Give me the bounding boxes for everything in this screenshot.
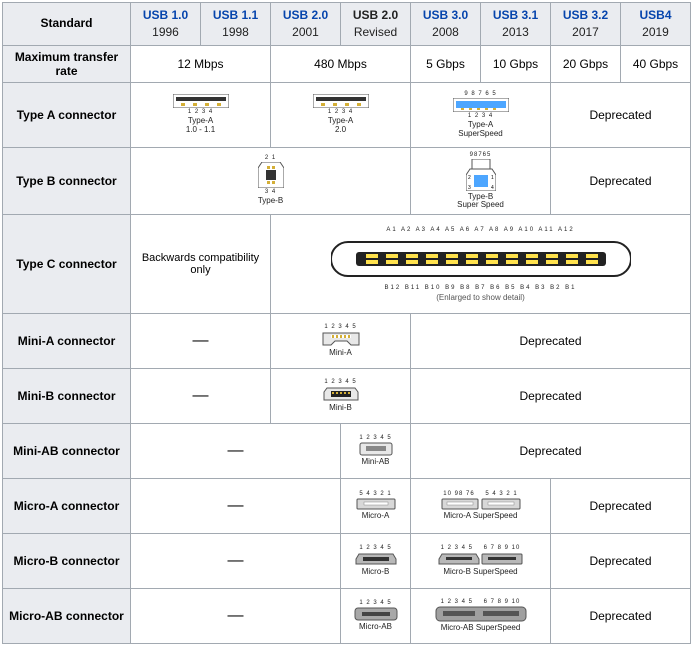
label-max-rate: Maximum transfer rate [3,45,131,82]
svg-text:2: 2 [468,175,471,181]
micro-ab-cell: 1 2 3 4 5 Micro-AB [341,589,411,644]
micro-a-cell: 5 4 3 2 1 Micro-A [341,479,411,534]
mini-b-deprecated: Deprecated [411,369,691,424]
type-a-ss-cell: 9 8 7 6 5 1 2 3 4 Type-ASuperSpeed [411,82,551,147]
mini-ab-cell: 1 2 3 4 5 Mini-AB [341,424,411,479]
rate-12mbps: 12 Mbps [131,45,271,82]
label-type-b: Type B connector [3,147,131,215]
micro-a-dash: — [131,479,341,534]
mini-b-cell: 1 2 3 4 5 Mini-B [271,369,411,424]
row-mini-a: Mini-A connector — 1 2 3 4 5 Mini-A Depr… [3,314,691,369]
header-usb32: USB 3.22017 [551,3,621,46]
label-micro-b: Micro-B connector [3,534,131,589]
header-usb30: USB 3.02008 [411,3,481,46]
rate-10gbps: 10 Gbps [481,45,551,82]
row-type-a: Type A connector 1 2 3 4 Type-A1.0 - 1.1… [3,82,691,147]
micro-a-ss-icon [441,498,521,510]
row-type-c: Type C connector Backwards compatibility… [3,215,691,314]
micro-ab-ss-icon [435,606,527,622]
type-a-20-cell: 1 2 3 4 Type-A2.0 [271,82,411,147]
label-micro-ab: Micro-AB connector [3,589,131,644]
header-usb31: USB 3.12013 [481,3,551,46]
mini-a-icon [321,331,361,347]
micro-b-dash: — [131,534,341,589]
mini-b-icon [322,386,360,402]
header-usb20r: USB 2.0Revised [341,3,411,46]
mini-a-cell: 1 2 3 4 5 Mini-A [271,314,411,369]
row-type-b: Type B connector 2 1 3 4 Type-B 98765 21… [3,147,691,215]
label-micro-a: Micro-A connector [3,479,131,534]
header-usb11: USB 1.11998 [201,3,271,46]
type-b-deprecated: Deprecated [551,147,691,215]
type-a-20-icon [313,94,369,108]
svg-text:3: 3 [468,185,471,191]
rate-20gbps: 20 Gbps [551,45,621,82]
header-standard: Standard [3,3,131,46]
header-usb10: USB 1.01996 [131,3,201,46]
micro-a-deprecated: Deprecated [551,479,691,534]
type-a-10-icon [173,94,229,108]
type-a-10-cell: 1 2 3 4 Type-A1.0 - 1.1 [131,82,271,147]
header-usb4: USB42019 [621,3,691,46]
micro-b-deprecated: Deprecated [551,534,691,589]
type-c-cell: A1 A2 A3 A4 A5 A6 A7 A8 A9 A10 A11 A12 B… [271,215,691,314]
label-mini-ab: Mini-AB connector [3,424,131,479]
usb-standards-table: Standard USB 1.01996 USB 1.11998 USB 2.0… [2,2,691,644]
mini-b-dash: — [131,369,271,424]
header-row: Standard USB 1.01996 USB 1.11998 USB 2.0… [3,3,691,46]
label-type-a: Type A connector [3,82,131,147]
mini-ab-deprecated: Deprecated [411,424,691,479]
type-b-ss-cell: 98765 2134 Type-BSuper Speed [411,147,551,215]
header-usb20: USB 2.02001 [271,3,341,46]
row-mini-ab: Mini-AB connector — 1 2 3 4 5 Mini-AB De… [3,424,691,479]
svg-text:4: 4 [491,185,494,191]
svg-text:1: 1 [491,175,494,181]
micro-b-ss-cell: 1 2 3 4 5 6 7 8 9 10 Micro-B SuperSpeed [411,534,551,589]
type-c-icon [331,234,631,284]
row-micro-a: Micro-A connector — 5 4 3 2 1 Micro-A 10… [3,479,691,534]
mini-ab-icon [359,442,393,456]
row-mini-b: Mini-B connector — 1 2 3 4 5 Mini-B Depr… [3,369,691,424]
micro-b-ss-icon [438,552,524,566]
micro-a-icon [356,498,396,510]
micro-a-ss-cell: 10 98 76 5 4 3 2 1 Micro-A SuperSpeed [411,479,551,534]
rate-480mbps: 480 Mbps [271,45,411,82]
micro-ab-icon [354,607,398,621]
mini-a-deprecated: Deprecated [411,314,691,369]
mini-a-dash: — [131,314,271,369]
type-c-backwards: Backwards compatibility only [131,215,271,314]
type-a-ss-icon [453,98,509,112]
label-type-c: Type C connector [3,215,131,314]
rate-5gbps: 5 Gbps [411,45,481,82]
type-b-cell: 2 1 3 4 Type-B [131,147,411,215]
row-max-rate: Maximum transfer rate 12 Mbps 480 Mbps 5… [3,45,691,82]
micro-ab-dash: — [131,589,341,644]
mini-ab-dash: — [131,424,341,479]
label-mini-a: Mini-A connector [3,314,131,369]
micro-b-icon [355,552,397,566]
row-micro-ab: Micro-AB connector — 1 2 3 4 5 Micro-AB … [3,589,691,644]
micro-b-cell: 1 2 3 4 5 Micro-B [341,534,411,589]
type-a-deprecated: Deprecated [551,82,691,147]
micro-ab-deprecated: Deprecated [551,589,691,644]
label-mini-b: Mini-B connector [3,369,131,424]
micro-ab-ss-cell: 1 2 3 4 5 6 7 8 9 10 Micro-AB SuperSpeed [411,589,551,644]
rate-40gbps: 40 Gbps [621,45,691,82]
type-b-icon [258,162,284,188]
row-micro-b: Micro-B connector — 1 2 3 4 5 Micro-B 1 … [3,534,691,589]
type-b-ss-icon: 2 1 3 4 [466,159,496,191]
